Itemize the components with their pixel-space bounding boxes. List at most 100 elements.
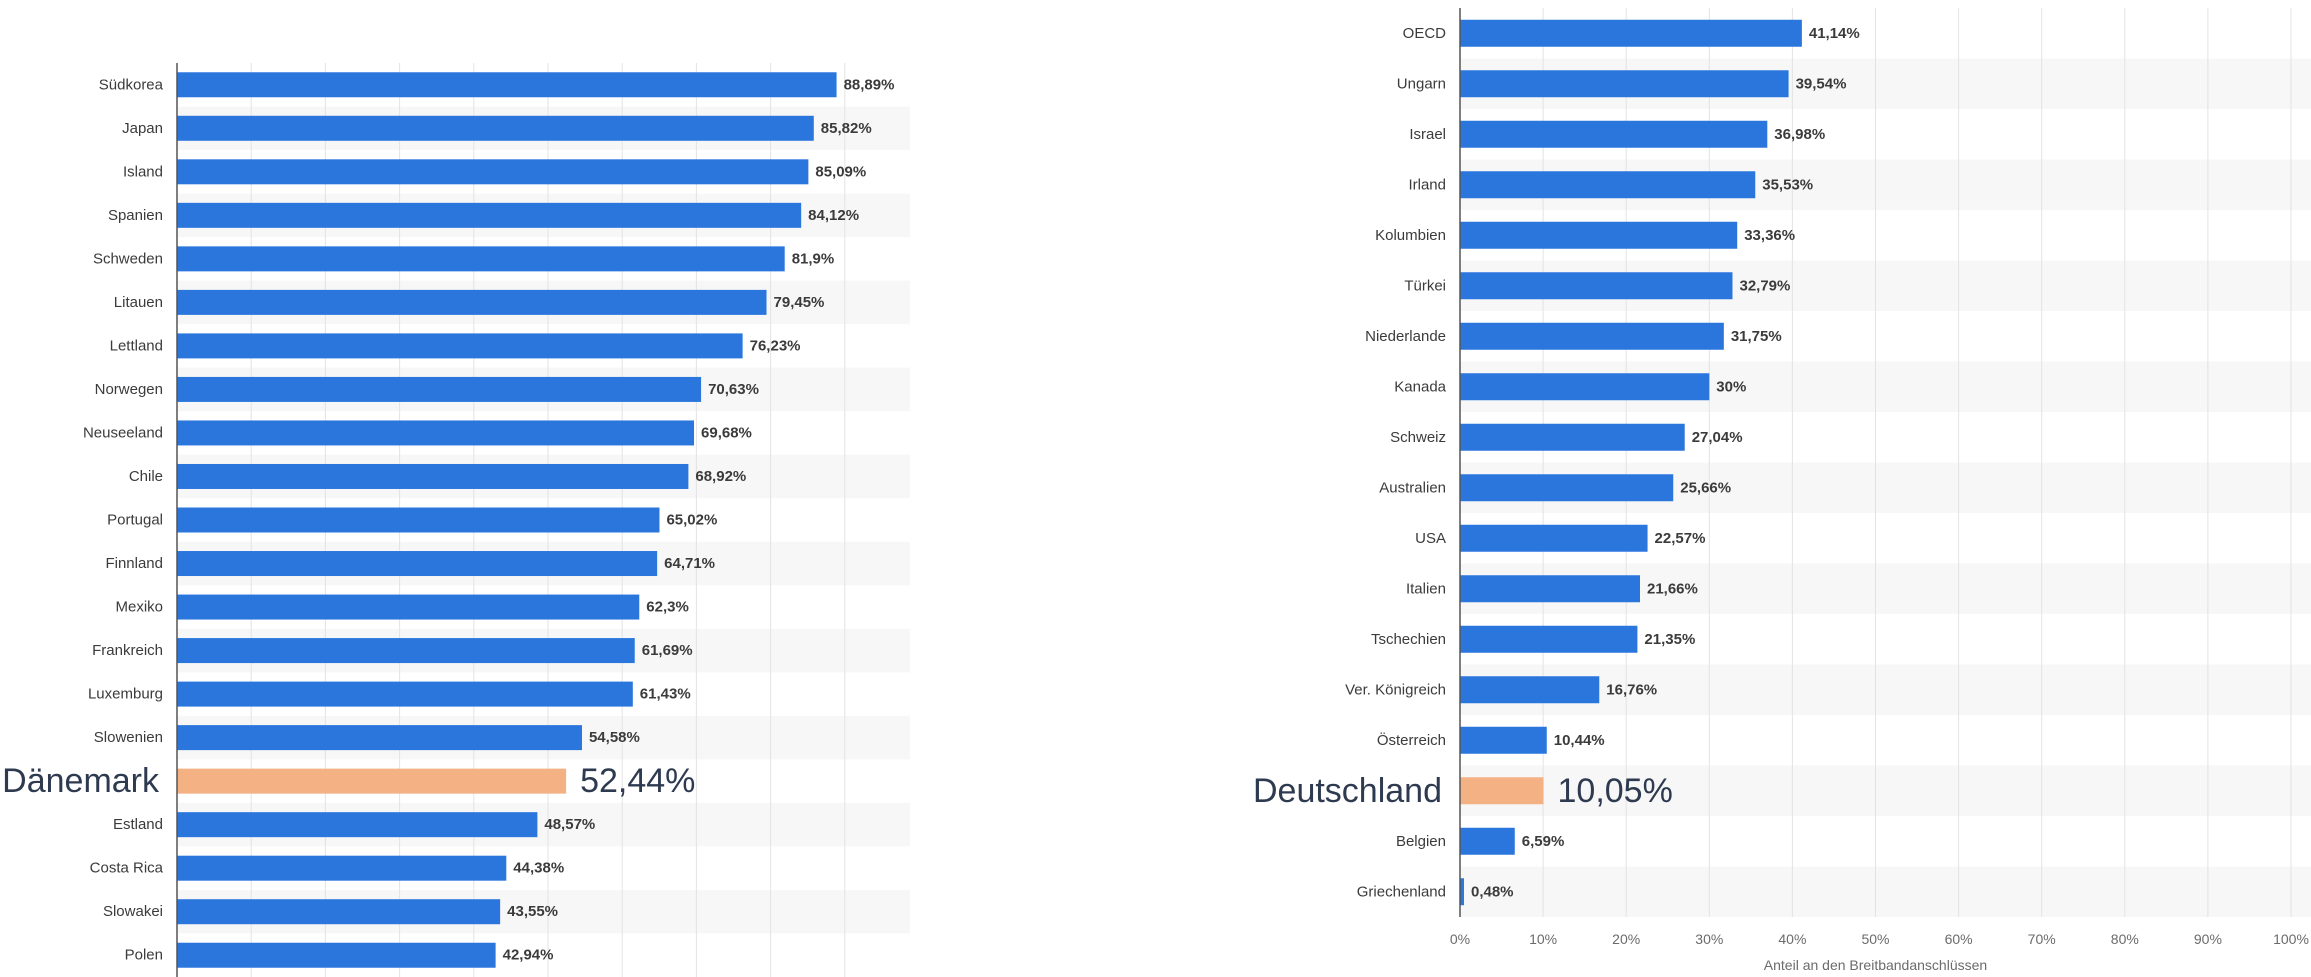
category-label: Österreich	[1377, 731, 1446, 749]
category-label: Griechenland	[1357, 883, 1446, 900]
category-label: Israel	[1409, 126, 1446, 143]
bar	[1460, 524, 1648, 552]
category-label: Slowenien	[94, 729, 163, 746]
category-label: Norwegen	[95, 381, 163, 398]
bar	[1460, 676, 1600, 704]
bar	[177, 159, 809, 185]
value-label: 68,92%	[695, 468, 746, 485]
highlight-category-label: Dänemark	[2, 762, 160, 800]
value-label: 65,02%	[666, 512, 717, 529]
value-label: 85,09%	[815, 163, 866, 180]
bar	[177, 202, 802, 228]
bar	[177, 420, 695, 446]
value-label: 25,66%	[1680, 479, 1731, 496]
x-tick-label: 30%	[1695, 931, 1723, 947]
bar	[1460, 70, 1789, 98]
value-label: 64,71%	[664, 555, 715, 572]
x-tick-label: 90%	[2194, 931, 2222, 947]
bar	[1460, 120, 1768, 148]
x-tick-label: 10%	[1529, 931, 1557, 947]
highlight-category-label: Deutschland	[1253, 772, 1442, 810]
bar	[1460, 827, 1515, 855]
value-label: 21,66%	[1647, 580, 1698, 597]
value-label: 16,76%	[1606, 681, 1657, 698]
value-label: 39,54%	[1796, 75, 1847, 92]
category-label: Tschechien	[1371, 631, 1446, 648]
bar	[177, 551, 658, 577]
value-label: 21,35%	[1644, 631, 1695, 648]
highlight-bar	[177, 768, 567, 794]
x-axis-title: Anteil an den Breitbandanschlüssen	[1764, 957, 1987, 973]
category-label: OECD	[1403, 25, 1447, 42]
row-stripe	[1460, 765, 2311, 816]
bar	[1460, 171, 1756, 199]
category-label: Luxemburg	[88, 686, 163, 703]
category-label: Litauen	[114, 294, 163, 311]
value-label: 36,98%	[1774, 126, 1825, 143]
bar	[177, 812, 538, 838]
category-label: Spanien	[108, 207, 163, 224]
category-label: Mexiko	[115, 599, 163, 616]
x-tick-label: 50%	[1861, 931, 1889, 947]
bar	[1460, 373, 1710, 401]
value-label: 88,89%	[844, 76, 895, 93]
value-label: 69,68%	[701, 424, 752, 441]
value-label: 43,55%	[507, 903, 558, 920]
bar	[1460, 19, 1802, 47]
category-label: Türkei	[1404, 277, 1446, 294]
value-label: 0,48%	[1471, 883, 1514, 900]
bar	[1460, 474, 1674, 502]
value-label: 32,79%	[1739, 277, 1790, 294]
highlight-bar	[1460, 777, 1544, 805]
value-label: 81,9%	[792, 250, 835, 267]
bar	[1460, 322, 1724, 350]
value-label: 10,44%	[1554, 732, 1605, 749]
value-label: 62,3%	[646, 599, 689, 616]
value-label: 54,58%	[589, 729, 640, 746]
category-label: Südkorea	[99, 76, 164, 93]
bar	[177, 594, 640, 620]
bar	[177, 681, 633, 707]
value-label: 79,45%	[774, 294, 825, 311]
bar	[177, 115, 814, 141]
category-label: Polen	[125, 947, 163, 964]
category-label: Kanada	[1394, 378, 1446, 395]
chart-right: OECD 41,14% Ungarn 39,54% Israel 36,98% Irland…	[1253, 8, 2311, 973]
row-stripe	[1460, 664, 2311, 715]
bar	[177, 289, 767, 315]
x-tick-label: 20%	[1612, 931, 1640, 947]
x-tick-label: 100%	[2273, 931, 2309, 947]
category-label: Italien	[1406, 580, 1446, 597]
value-label: 30%	[1716, 378, 1746, 395]
bar	[1460, 272, 1733, 300]
bar	[1460, 423, 1685, 451]
value-label: 27,04%	[1692, 429, 1743, 446]
value-label: 31,75%	[1731, 328, 1782, 345]
bar	[177, 463, 689, 489]
x-tick-label: 40%	[1778, 931, 1806, 947]
category-label: Lettland	[110, 337, 163, 354]
category-label: Island	[123, 163, 163, 180]
value-label: 48,57%	[544, 816, 595, 833]
value-label: 84,12%	[808, 207, 859, 224]
category-label: Estland	[113, 816, 163, 833]
category-label: Australien	[1379, 479, 1446, 496]
bar	[1460, 878, 1464, 906]
category-label: Schweiz	[1390, 429, 1446, 446]
bar	[177, 638, 635, 664]
x-tick-label: 60%	[1945, 931, 1973, 947]
category-label: Costa Rica	[90, 860, 164, 877]
bar	[1460, 575, 1640, 603]
category-label: USA	[1415, 530, 1446, 547]
value-label: 41,14%	[1809, 25, 1860, 42]
bar	[1460, 221, 1738, 249]
bar	[177, 855, 507, 881]
highlight-value-label: 52,44%	[580, 762, 695, 800]
value-label: 70,63%	[708, 381, 759, 398]
value-label: 33,36%	[1744, 227, 1795, 244]
value-label: 85,82%	[821, 120, 872, 137]
bar	[177, 942, 496, 968]
value-label: 35,53%	[1762, 176, 1813, 193]
highlight-value-label: 10,05%	[1558, 772, 1673, 810]
